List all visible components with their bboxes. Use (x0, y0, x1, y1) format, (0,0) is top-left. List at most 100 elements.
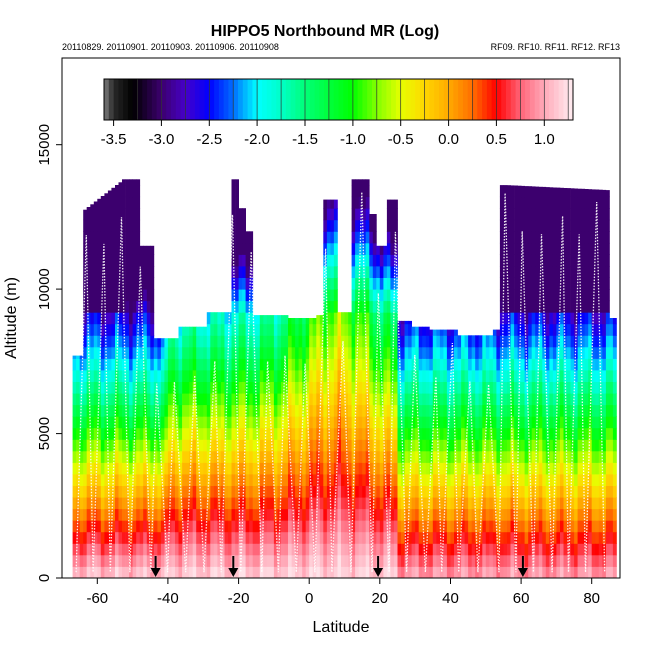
heatmap-cell (309, 404, 314, 417)
heatmap-cell (598, 346, 603, 359)
heatmap-cell (358, 497, 363, 510)
heatmap-cell (386, 358, 391, 371)
colorbar-segment (386, 79, 392, 120)
heatmap-cell (492, 416, 497, 429)
heatmap-cell (118, 497, 123, 510)
heatmap-cell (220, 381, 225, 394)
heatmap-cell (319, 474, 324, 486)
colorbar-segment (419, 79, 426, 120)
heatmap-cell (560, 427, 564, 440)
heatmap-cell (514, 520, 518, 533)
heatmap-cell (492, 508, 497, 521)
heatmap-cell (503, 450, 508, 463)
heatmap-cell (76, 474, 80, 486)
colorbar-segment (415, 79, 421, 120)
heatmap-cell (570, 531, 575, 544)
heatmap-cell (167, 427, 172, 440)
heatmap-cell (238, 508, 243, 521)
heatmap-cell (266, 381, 271, 394)
heatmap-cell (189, 543, 193, 556)
heatmap-cell (118, 381, 123, 394)
heatmap-cell (386, 462, 391, 475)
heatmap-cell (404, 508, 409, 521)
colorbar-segment (429, 79, 435, 120)
heatmap-cell (489, 393, 494, 406)
heatmap-cell (422, 450, 427, 463)
heatmap-cell (104, 520, 109, 533)
heatmap-cell (408, 543, 412, 556)
heatmap-cell (358, 254, 363, 267)
colorbar-segment (257, 79, 263, 120)
heatmap-cell (273, 315, 278, 325)
heatmap-cell (86, 543, 91, 556)
heatmap-cell (330, 289, 335, 302)
heatmap-cell (146, 335, 151, 348)
heatmap-cell (432, 450, 437, 463)
heatmap-cell (125, 531, 130, 544)
heatmap-cell (185, 462, 190, 475)
heatmap-cell (146, 381, 151, 394)
heatmap-cell (143, 531, 148, 544)
heatmap-cell (351, 381, 356, 394)
heatmap-cell (503, 427, 508, 440)
heatmap-cell (376, 358, 381, 371)
heatmap-cell (111, 254, 116, 267)
heatmap-cell (605, 381, 610, 394)
heatmap-cell (252, 416, 257, 429)
heatmap-cell (79, 355, 84, 359)
heatmap-cell (206, 393, 211, 406)
heatmap-cell (545, 566, 550, 579)
chart-title: HIPPO5 Northbound MR (Log) (211, 23, 439, 40)
heatmap-cell (404, 450, 409, 463)
heatmap-cell (397, 531, 402, 544)
heatmap-cell (514, 485, 518, 498)
heatmap-cell (182, 427, 186, 440)
heatmap-cell (443, 543, 448, 556)
heatmap-cell (284, 315, 289, 325)
heatmap-cell (256, 520, 261, 533)
heatmap-cell (90, 427, 95, 440)
heatmap-cell (281, 315, 285, 325)
heatmap-cell (358, 462, 363, 475)
heatmap-cell (157, 381, 162, 394)
heatmap-cell (394, 566, 398, 579)
heatmap-cell (499, 254, 504, 267)
heatmap-cell (111, 381, 116, 394)
heatmap-cell (270, 346, 275, 359)
heatmap-cell (549, 450, 554, 463)
heatmap-cell (100, 196, 105, 209)
heatmap-cell (369, 346, 374, 359)
heatmap-cell (531, 323, 536, 336)
heatmap-cell (584, 543, 589, 556)
heatmap-cell (167, 370, 172, 382)
heatmap-cell (210, 508, 215, 521)
heatmap-cell (390, 312, 395, 325)
heatmap-cell (291, 450, 296, 463)
heatmap-cell (538, 219, 543, 232)
heatmap-cell (355, 497, 359, 510)
heatmap-cell (235, 346, 239, 359)
heatmap-cell (379, 346, 384, 359)
heatmap-cell (337, 427, 342, 440)
heatmap-cell (132, 508, 137, 521)
heatmap-cell (408, 439, 412, 452)
heatmap-cell (157, 346, 162, 359)
heatmap-cell (231, 266, 236, 278)
heatmap-cell (574, 393, 578, 406)
heatmap-cell (238, 393, 243, 406)
heatmap-cell (83, 404, 88, 417)
heatmap-cell (496, 329, 501, 336)
heatmap-cell (235, 427, 239, 440)
heatmap-cell (157, 508, 162, 521)
heatmap-cell (259, 393, 264, 406)
heatmap-cell (588, 208, 593, 221)
heatmap-cell (492, 543, 497, 556)
heatmap-cell (344, 497, 349, 510)
heatmap-cell (139, 404, 144, 417)
heatmap-cell (591, 219, 596, 232)
heatmap-cell (443, 346, 448, 359)
heatmap-cell (295, 335, 299, 348)
heatmap-cell (125, 393, 130, 406)
heatmap-cell (461, 393, 465, 406)
heatmap-cell (122, 508, 126, 521)
